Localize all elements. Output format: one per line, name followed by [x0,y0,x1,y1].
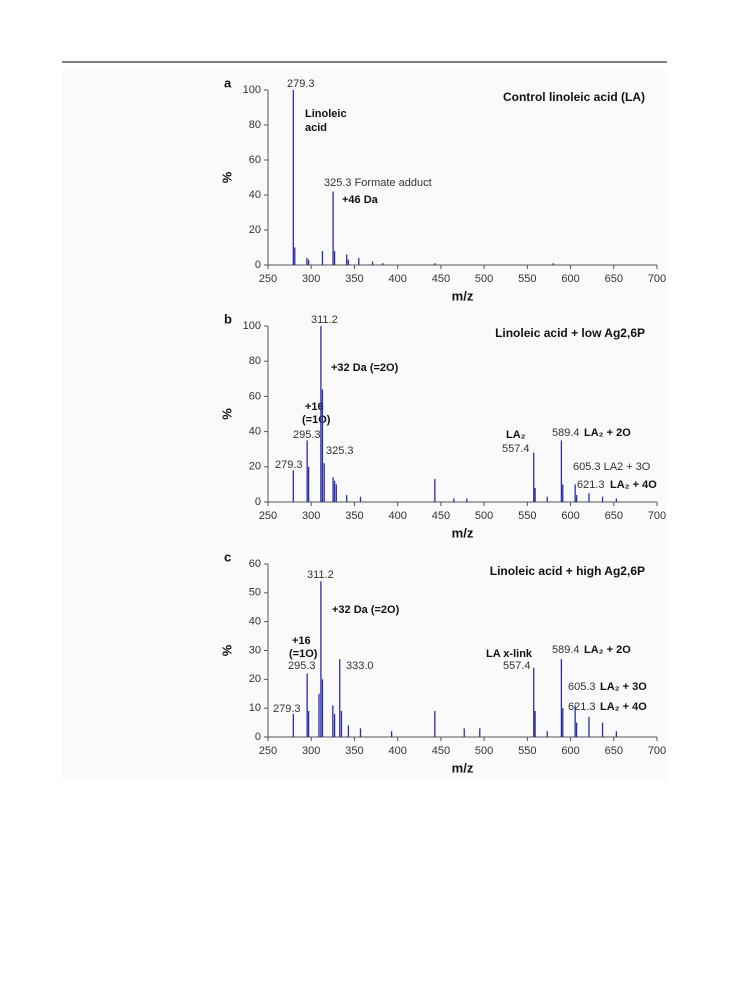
annotation: 311.2 [307,569,334,581]
annotation: (=1O) [289,648,318,660]
x-tick-label: 250 [259,510,277,522]
annotation: 621.3 [577,479,605,491]
annotation: Linoleic [305,108,347,120]
x-tick-label: 400 [388,510,406,522]
x-tick-label: 500 [475,273,493,285]
panel-label: c [224,549,231,564]
y-tick-label: 50 [249,587,261,599]
y-tick-label: 100 [243,84,261,96]
x-tick-label: 300 [302,510,320,522]
annotation: +32 Da (=2O) [331,362,399,374]
y-tick-label: 0 [255,259,261,271]
x-tick-label: 550 [518,510,536,522]
x-tick-label: 600 [561,510,579,522]
x-tick-label: 350 [345,510,363,522]
annotation: +46 Da [342,194,379,206]
y-axis-label: % [219,408,234,420]
y-axis-label: % [219,171,234,183]
annotation: acid [305,122,327,134]
annotation: 295.3 [288,660,316,672]
x-tick-label: 450 [432,745,450,757]
annotation: 325.3 Formate adduct [324,177,432,189]
annotation: 333.0 [346,660,374,672]
annotation: LA₂ [506,429,526,441]
x-tick-label: 250 [259,273,277,285]
x-axis-label: m/z [452,525,474,540]
x-tick-label: 400 [388,745,406,757]
annotation: 605.3 LA2 + 3O [573,461,651,473]
y-tick-label: 80 [249,119,261,131]
y-tick-label: 60 [249,390,261,402]
x-axis-label: m/z [452,288,474,303]
annotation: 325.3 [326,445,354,457]
annotation: 589.4 [552,427,580,439]
x-tick-label: 450 [432,273,450,285]
annotation: +16 [305,401,324,413]
chart-title: Control linoleic acid (LA) [503,90,645,104]
annotation: 557.4 [503,660,531,672]
annotation: 279.3 [275,459,303,471]
y-tick-label: 80 [249,355,261,367]
panel-label: b [224,311,232,326]
annotation: LA₂ + 2O [584,644,631,656]
y-tick-label: 40 [249,616,261,628]
y-tick-label: 10 [249,702,261,714]
y-tick-label: 40 [249,189,261,201]
annotation: 279.3 [287,78,315,90]
annotation: 589.4 [552,644,580,656]
x-tick-label: 600 [561,273,579,285]
annotation: LA₂ + 3O [600,681,647,693]
x-tick-label: 650 [605,510,623,522]
x-tick-label: 250 [259,745,277,757]
chart-title: Linoleic acid + low Ag2,6P [495,326,645,340]
x-tick-label: 300 [302,273,320,285]
chart-title: Linoleic acid + high Ag2,6P [490,564,645,578]
x-tick-label: 700 [648,510,666,522]
x-tick-label: 650 [605,273,623,285]
panel-label: a [224,75,232,90]
annotation: +32 Da (=2O) [332,604,400,616]
annotation: 557.4 [502,443,530,455]
x-tick-label: 450 [432,510,450,522]
annotation: 279.3 [273,703,301,715]
figure-background [62,70,667,780]
x-tick-label: 500 [475,510,493,522]
y-tick-label: 0 [255,731,261,743]
x-tick-label: 600 [561,745,579,757]
x-tick-label: 550 [518,745,536,757]
y-tick-label: 30 [249,644,261,656]
annotation: LA₂ + 4O [610,479,657,491]
x-tick-label: 500 [475,745,493,757]
y-tick-label: 20 [249,461,261,473]
annotation: (=1O) [302,414,331,426]
y-tick-label: 40 [249,426,261,438]
x-tick-label: 700 [648,745,666,757]
y-axis-label: % [219,644,234,656]
x-tick-label: 300 [302,745,320,757]
x-tick-label: 550 [518,273,536,285]
annotation: LA x-link [486,648,533,660]
y-tick-label: 0 [255,496,261,508]
annotation: +16 [292,635,311,647]
y-tick-label: 100 [243,320,261,332]
x-tick-label: 400 [388,273,406,285]
y-tick-label: 20 [249,224,261,236]
annotation: 311.2 [311,314,338,326]
annotation: LA₂ + 2O [584,427,631,439]
x-tick-label: 700 [648,273,666,285]
y-tick-label: 60 [249,558,261,570]
x-tick-label: 650 [605,745,623,757]
x-tick-label: 350 [345,273,363,285]
annotation: 295.3 [293,429,321,441]
y-tick-label: 20 [249,673,261,685]
annotation: LA₂ + 4O [600,701,647,713]
x-tick-label: 350 [345,745,363,757]
y-tick-label: 60 [249,154,261,166]
annotation: 605.3 [568,681,596,693]
annotation: 621.3 [568,701,596,713]
x-axis-label: m/z [452,760,474,775]
